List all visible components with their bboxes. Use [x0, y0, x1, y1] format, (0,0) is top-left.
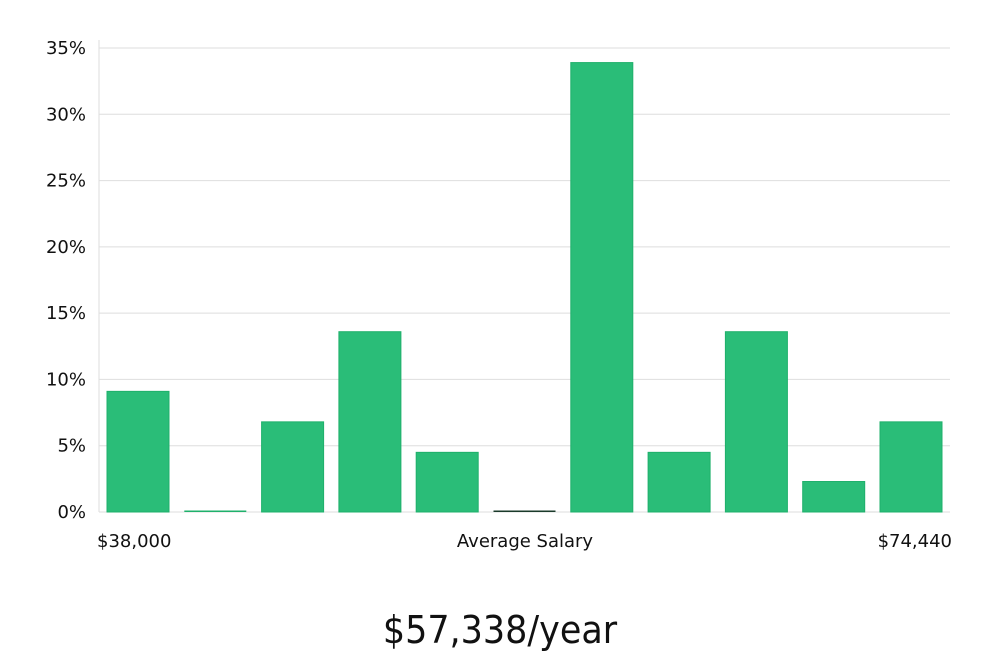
y-tick-label: 10%	[46, 369, 86, 390]
bar	[106, 390, 170, 513]
y-tick-label: 35%	[46, 38, 86, 59]
bar	[879, 421, 943, 513]
y-tick-label: 5%	[57, 436, 86, 457]
bar	[724, 331, 788, 513]
y-tick-label: 15%	[46, 303, 86, 324]
bar	[493, 510, 556, 512]
bar	[261, 421, 325, 513]
y-tick-labels: 0% 5% 10% 15% 20% 25% 30% 35%	[46, 38, 86, 523]
bar	[802, 481, 866, 513]
bars	[106, 62, 943, 513]
bar	[415, 451, 479, 513]
bar	[647, 451, 711, 513]
bar	[570, 62, 634, 513]
grid-layer	[99, 47, 950, 513]
y-tick-label: 25%	[46, 171, 86, 192]
bar	[184, 510, 247, 512]
y-tick-label: 30%	[46, 104, 86, 125]
y-tick-label: 0%	[57, 502, 86, 523]
average-salary-value: $57,338/year	[382, 608, 618, 652]
x-axis-title: Average Salary	[457, 531, 594, 552]
salary-histogram: 0% 5% 10% 15% 20% 25% 30% 35% $38,000 Average S…	[46, 38, 952, 552]
x-max-label: $74,440	[878, 531, 952, 552]
x-min-label: $38,000	[97, 531, 171, 552]
bar	[338, 331, 402, 513]
y-tick-label: 20%	[46, 237, 86, 258]
